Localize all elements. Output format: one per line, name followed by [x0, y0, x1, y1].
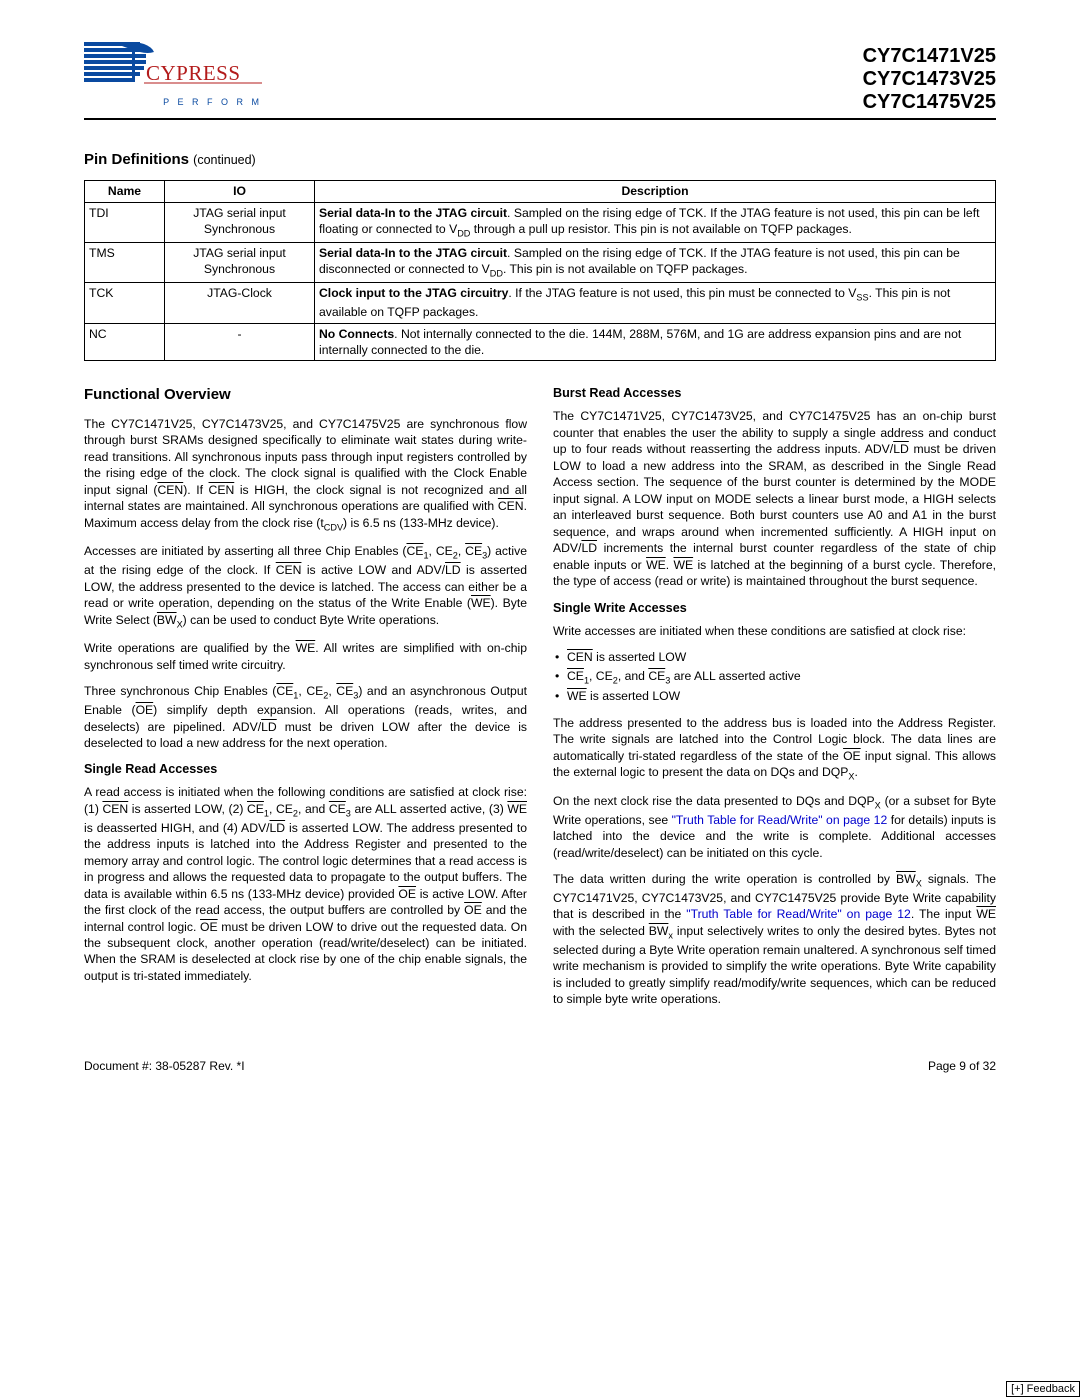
page-header: CYPRESS P E R F O R M CY7C1471V25 CY7C14…: [84, 36, 996, 120]
single-read-heading: Single Read Accesses: [84, 761, 527, 778]
logo-svg: CYPRESS: [84, 36, 264, 100]
pin-io: JTAG serial input Synchronous: [165, 202, 315, 242]
overview-p9: On the next clock rise the data presente…: [553, 793, 996, 861]
table-row: TCK JTAG-Clock Clock input to the JTAG c…: [85, 283, 996, 323]
logo-tagline: P E R F O R M: [84, 96, 264, 108]
table-row: TDI JTAG serial input Synchronous Serial…: [85, 202, 996, 242]
feedback-button[interactable]: [+] Feedback: [1006, 1381, 1080, 1397]
pin-name: NC: [85, 323, 165, 361]
list-item: WE is asserted LOW: [567, 688, 996, 704]
burst-read-heading: Burst Read Accesses: [553, 385, 996, 402]
overview-p5: A read access is initiated when the foll…: [84, 784, 527, 984]
page-number: Page 9 of 32: [928, 1058, 996, 1074]
part-number-3: CY7C1475V25: [863, 91, 996, 114]
pin-definitions-table: Name IO Description TDI JTAG serial inpu…: [84, 180, 996, 361]
page-footer: Document #: 38-05287 Rev. *I Page 9 of 3…: [84, 1058, 996, 1074]
list-item: CE1, CE2, and CE3 are ALL asserted activ…: [567, 668, 996, 687]
truth-table-link-2[interactable]: "Truth Table for Read/Write" on page 12: [686, 907, 911, 921]
part-number-2: CY7C1473V25: [863, 68, 996, 91]
pin-name: TDI: [85, 202, 165, 242]
functional-overview-title: Functional Overview: [84, 385, 527, 405]
doc-id: Document #: 38-05287 Rev. *I: [84, 1058, 245, 1074]
table-row: NC - No Connects. Not internally connect…: [85, 323, 996, 361]
write-conditions-list: CEN is asserted LOW CE1, CE2, and CE3 ar…: [553, 649, 996, 705]
pin-def-label: Pin Definitions: [84, 151, 189, 168]
col-name: Name: [85, 181, 165, 202]
pin-io: -: [165, 323, 315, 361]
logo-brand-text: CYPRESS: [146, 61, 241, 85]
pin-definitions-title: Pin Definitions (continued): [84, 150, 996, 170]
pin-desc: Serial data-In to the JTAG circuit. Samp…: [315, 202, 996, 242]
part-numbers: CY7C1471V25 CY7C1473V25 CY7C1475V25: [863, 45, 996, 118]
single-write-heading: Single Write Accesses: [553, 600, 996, 617]
truth-table-link-1[interactable]: "Truth Table for Read/Write" on page 12: [672, 813, 888, 827]
overview-p3: Write operations are qualified by the WE…: [84, 640, 527, 673]
col-desc: Description: [315, 181, 996, 202]
pin-name: TMS: [85, 242, 165, 282]
overview-p10: The data written during the write operat…: [553, 871, 996, 1007]
overview-p8: The address presented to the address bus…: [553, 715, 996, 783]
pin-io: JTAG serial input Synchronous: [165, 242, 315, 282]
col-io: IO: [165, 181, 315, 202]
cypress-logo: CYPRESS P E R F O R M: [84, 36, 264, 118]
pin-desc: Clock input to the JTAG circuitry. If th…: [315, 283, 996, 323]
overview-p6: The CY7C1471V25, CY7C1473V25, and CY7C14…: [553, 408, 996, 589]
table-row: TMS JTAG serial input Synchronous Serial…: [85, 242, 996, 282]
overview-p7: Write accesses are initiated when these …: [553, 623, 996, 639]
pin-io: JTAG-Clock: [165, 283, 315, 323]
right-column: Burst Read Accesses The CY7C1471V25, CY7…: [553, 375, 996, 1017]
overview-p2: Accesses are initiated by asserting all …: [84, 543, 527, 630]
continued-label: (continued): [193, 153, 256, 167]
part-number-1: CY7C1471V25: [863, 45, 996, 68]
pin-desc: Serial data-In to the JTAG circuit. Samp…: [315, 242, 996, 282]
list-item: CEN is asserted LOW: [567, 649, 996, 665]
pin-name: TCK: [85, 283, 165, 323]
left-column: Functional Overview The CY7C1471V25, CY7…: [84, 375, 527, 1017]
overview-p1: The CY7C1471V25, CY7C1473V25, and CY7C14…: [84, 416, 527, 534]
overview-p4: Three synchronous Chip Enables (CE1, CE2…: [84, 683, 527, 751]
pin-desc: No Connects. Not internally connected to…: [315, 323, 996, 361]
